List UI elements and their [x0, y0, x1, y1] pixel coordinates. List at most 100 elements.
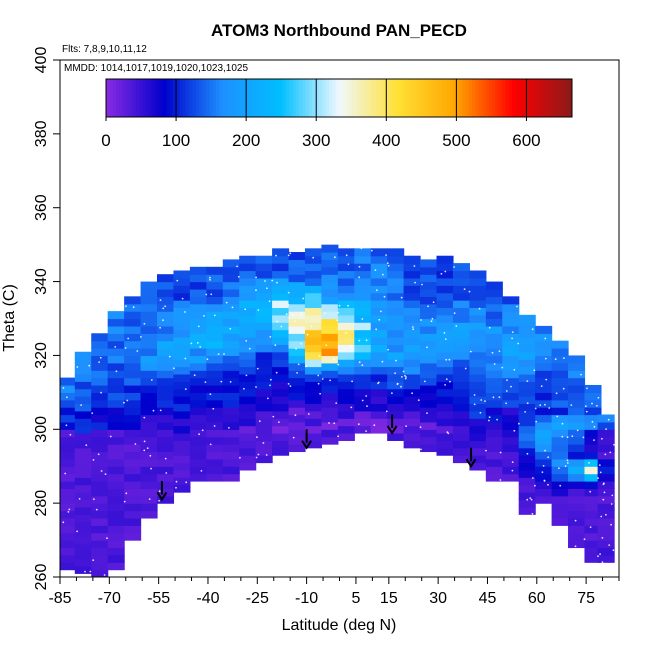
- sample-point: [385, 254, 387, 256]
- sample-point: [255, 276, 257, 279]
- colorbar-cell: [398, 79, 403, 117]
- sample-point: [228, 427, 230, 429]
- sample-point: [239, 456, 241, 459]
- heatmap-cell: [74, 440, 92, 449]
- heatmap-field: [60, 244, 615, 577]
- heatmap-cell: [140, 362, 158, 371]
- sample-point: [376, 289, 378, 292]
- heatmap-cell: [107, 488, 125, 497]
- heatmap-cell: [272, 432, 290, 441]
- heatmap-cell: [74, 432, 92, 441]
- colorbar-cell: [289, 79, 293, 117]
- sample-point: [329, 379, 331, 382]
- heatmap-cell: [91, 392, 109, 401]
- heatmap-cell: [502, 414, 520, 423]
- sample-point: [566, 436, 569, 439]
- heatmap-cell: [387, 270, 405, 279]
- heatmap-cell: [568, 399, 586, 408]
- heatmap-cell: [140, 384, 158, 393]
- sample-point: [447, 432, 450, 435]
- heatmap-cell: [255, 292, 273, 301]
- heatmap-cell: [584, 399, 602, 408]
- heatmap-cell: [60, 421, 76, 430]
- heatmap-cell: [535, 429, 553, 438]
- colorbar-cell: [562, 79, 566, 117]
- sample-point: [175, 486, 177, 489]
- heatmap-cell: [354, 336, 372, 345]
- colorbar-cell: [335, 79, 340, 117]
- heatmap-cell: [452, 381, 470, 390]
- heatmap-cell: [255, 418, 273, 427]
- heatmap-cell: [436, 255, 454, 264]
- heatmap-cell: [387, 373, 405, 382]
- heatmap-cell: [255, 307, 273, 316]
- heatmap-cell: [420, 296, 438, 305]
- sample-point: [62, 387, 65, 389]
- colorbar-cell: [199, 79, 204, 117]
- heatmap-cell: [387, 381, 405, 390]
- sample-point: [589, 526, 592, 528]
- heatmap-cell: [91, 473, 109, 482]
- heatmap-cell: [321, 384, 339, 393]
- heatmap-cell: [222, 466, 240, 475]
- heatmap-cell: [189, 377, 207, 386]
- heatmap-cell: [568, 407, 586, 416]
- heatmap-cell: [239, 425, 257, 434]
- heatmap-cell: [107, 414, 125, 423]
- heatmap-cell: [140, 480, 158, 489]
- heatmap-cell: [107, 436, 125, 445]
- sample-point: [206, 358, 209, 361]
- heatmap-cell: [239, 396, 257, 405]
- heatmap-cell: [288, 296, 306, 305]
- sample-point: [440, 272, 443, 275]
- heatmap-cell: [452, 344, 470, 353]
- heatmap-cell: [370, 425, 388, 434]
- heatmap-cell: [107, 473, 125, 482]
- arrow-markers: [156, 414, 477, 502]
- sample-point: [312, 256, 315, 259]
- heatmap-cell: [239, 462, 257, 471]
- sample-point: [125, 305, 127, 307]
- sample-point: [544, 337, 547, 340]
- heatmap-cell: [173, 329, 191, 338]
- sample-point: [584, 405, 587, 408]
- x-tick-label: -10: [295, 590, 318, 607]
- sample-point: [496, 418, 498, 421]
- heatmap-cell: [304, 307, 323, 316]
- heatmap-cell: [485, 444, 503, 453]
- heatmap-cell: [140, 444, 158, 453]
- heatmap-cell: [255, 410, 273, 419]
- heatmap-cell: [140, 414, 158, 423]
- colorbar-cell: [442, 79, 447, 117]
- heatmap-cell: [535, 362, 553, 371]
- sample-point: [275, 371, 278, 374]
- heatmap-cell: [189, 444, 207, 453]
- sample-point: [566, 459, 569, 462]
- heatmap-cell: [124, 407, 142, 416]
- colorbar-cell: [425, 79, 430, 117]
- sample-point: [598, 464, 601, 466]
- heatmap-cell: [304, 373, 323, 382]
- heatmap-cell: [288, 303, 306, 312]
- sample-point: [424, 380, 426, 383]
- heatmap-cell: [140, 436, 158, 445]
- heatmap-cell: [74, 521, 92, 530]
- colorbar-cell: [332, 79, 337, 117]
- heatmap-cell: [189, 318, 207, 327]
- x-tick-label: 15: [380, 590, 398, 607]
- heatmap-cell: [124, 532, 142, 541]
- heatmap-cell: [436, 300, 454, 309]
- heatmap-cell: [107, 444, 125, 453]
- heatmap-cell: [124, 325, 142, 334]
- heatmap-cell: [157, 407, 175, 416]
- sample-point: [92, 559, 95, 562]
- heatmap-cell: [502, 429, 520, 438]
- heatmap-cell: [535, 480, 553, 489]
- heatmap-cell: [452, 418, 470, 427]
- sample-point: [526, 452, 529, 455]
- heatmap-cell: [173, 477, 191, 486]
- heatmap-cell: [255, 373, 273, 382]
- heatmap-cell: [518, 366, 536, 375]
- colorbar-cell: [312, 79, 317, 117]
- sample-point: [491, 351, 494, 354]
